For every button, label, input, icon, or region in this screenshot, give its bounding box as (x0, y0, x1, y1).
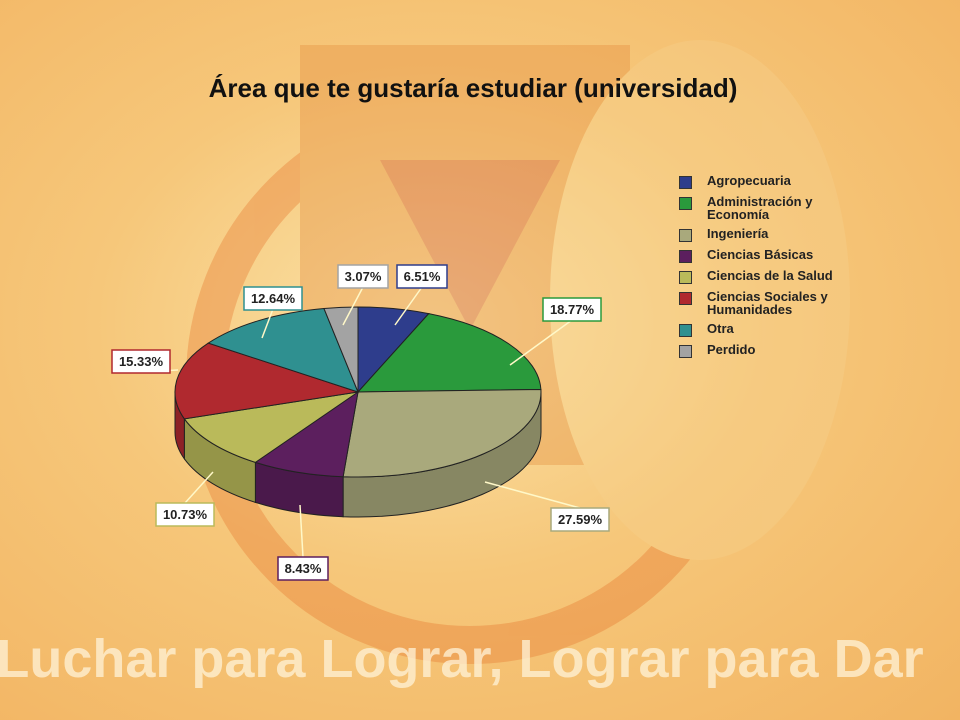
legend-label: Agropecuaria (707, 173, 791, 188)
pie-tops (174, 306, 542, 478)
legend-swatch (679, 345, 692, 358)
label-box (277, 556, 329, 581)
label-box (550, 507, 610, 532)
data-label: 6.51% (404, 269, 441, 284)
data-label: 3.07% (345, 269, 382, 284)
label-box (155, 502, 215, 527)
leader-line (509, 319, 573, 366)
legend-label: Ciencias Sociales y Humanidades (707, 289, 828, 317)
legend-item: Ciencias Básicas (679, 248, 849, 263)
leader-line (342, 286, 364, 326)
legend-swatch (679, 176, 692, 189)
legend-swatch (679, 324, 692, 337)
slice (342, 388, 542, 478)
data-label: 18.77% (550, 302, 595, 317)
data-label: 12.64% (251, 291, 296, 306)
legend-swatch (679, 292, 692, 305)
watermark: Luchar para Lograr, Lograr para Dar (0, 629, 924, 689)
slice (174, 342, 359, 420)
legend-item: Ciencias de la Salud (679, 269, 849, 284)
legend-item: Perdido (679, 343, 849, 358)
legend: Agropecuaria Administración y Economía Ing… (679, 174, 849, 364)
legend-swatch (679, 250, 692, 263)
legend-label: Otra (707, 321, 734, 336)
legend-label: Ciencias Básicas (707, 247, 814, 262)
legend-item: Administración y Economía (679, 195, 849, 221)
legend-item: Ingeniería (679, 227, 849, 242)
legend-label: Ingeniería (707, 226, 769, 241)
leader-line (484, 481, 581, 509)
leader-line (299, 504, 304, 558)
slice (323, 306, 359, 393)
legend-label: Administración y Economía (707, 194, 813, 222)
legend-item: Otra (679, 322, 849, 337)
slice (254, 390, 359, 478)
legend-label: Ciencias de la Salud (707, 268, 833, 283)
data-label: 15.33% (119, 354, 164, 369)
leader-line (394, 286, 423, 326)
label-box (542, 297, 602, 322)
label-box (396, 264, 448, 289)
leader-line (261, 308, 274, 339)
leader-line (184, 471, 214, 504)
slice (207, 307, 359, 393)
label-box (337, 264, 389, 289)
legend-swatch (679, 197, 692, 210)
data-label: 27.59% (558, 512, 603, 527)
slice (356, 313, 542, 393)
label-box (111, 349, 171, 374)
data-labels: 6.51% 18.77% 27.59% 8.43% 10.73% 15.33% 12.64%… (111, 264, 610, 581)
slice (183, 391, 359, 463)
label-box (243, 286, 303, 311)
data-label: 8.43% (285, 561, 322, 576)
legend-swatch (679, 271, 692, 284)
legend-item: Agropecuaria (679, 174, 849, 189)
chart-title: Área que te gustaría estudiar (universid… (209, 73, 738, 103)
data-label: 10.73% (163, 507, 208, 522)
legend-item: Ciencias Sociales y Humanidades (679, 290, 849, 316)
legend-label: Perdido (707, 342, 756, 357)
legend-swatch (679, 229, 692, 242)
